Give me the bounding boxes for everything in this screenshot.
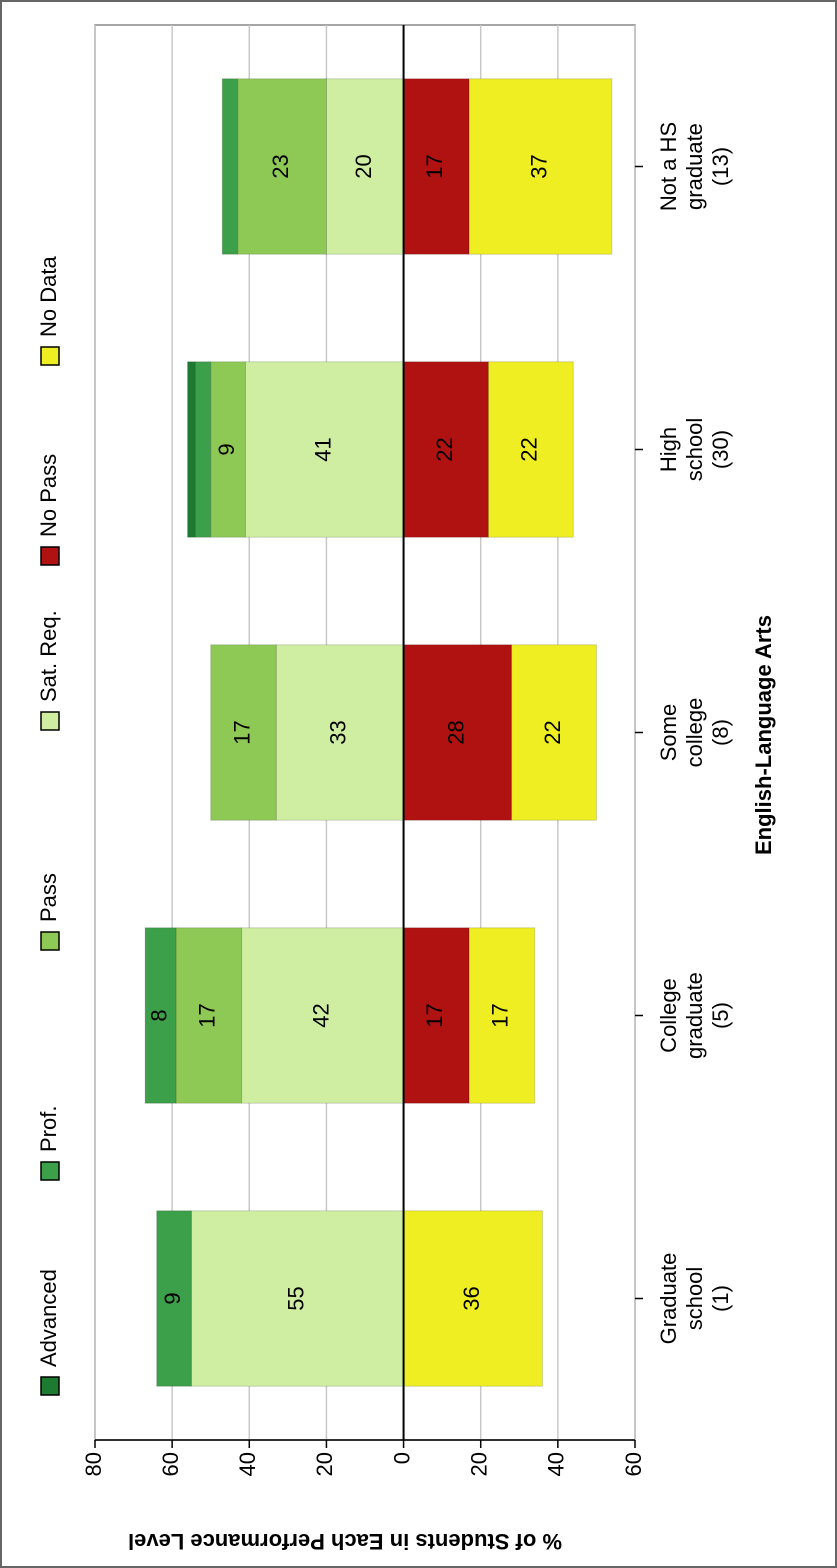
y-tick-label: 40 [544, 1452, 569, 1476]
data-label: 37 [526, 154, 551, 178]
data-label: 9 [214, 443, 239, 455]
bar-segment [468, 78, 613, 255]
data-label: 22 [517, 437, 542, 461]
y-tick-label: 60 [621, 1452, 646, 1476]
data-label: 20 [351, 154, 376, 178]
x-tick-label: Graduateschool(1) [656, 1253, 733, 1345]
x-tick-label-line: graduate [682, 123, 707, 210]
legend-swatch [40, 931, 60, 951]
x-tick-label-line: Some [656, 704, 681, 761]
x-tick-label-line: school [682, 418, 707, 482]
x-tick-label-line: (30) [708, 430, 733, 469]
data-label: 17 [488, 1003, 513, 1027]
bar-segment [468, 927, 536, 1104]
x-tick-label-line: Not a HS [656, 122, 681, 211]
x-tick-label: Highschool(30) [656, 418, 733, 482]
y-axis-title: % of Students in Each Performance Level [128, 1529, 562, 1554]
x-tick-label-line: High [656, 427, 681, 472]
data-label: 22 [540, 720, 565, 744]
legend-swatch [40, 711, 60, 731]
y-tick-label: 60 [158, 1452, 183, 1476]
x-tick-label-line: (1) [708, 1285, 733, 1312]
x-tick-label-line: (8) [708, 719, 733, 746]
data-label: 17 [229, 720, 254, 744]
bar-segment [511, 644, 597, 821]
x-axis-title: English-Language Arts [751, 615, 776, 855]
x-tick-label-line: (13) [708, 147, 733, 186]
x-tick-label-line: graduate [682, 972, 707, 1059]
bar-segment [221, 78, 239, 255]
bar-segment [144, 927, 177, 1104]
legend-label: No Pass [36, 454, 61, 537]
legend-label: No Data [36, 256, 61, 337]
x-tick-label-line: Graduate [656, 1253, 681, 1345]
legend-swatch [40, 346, 60, 366]
bar-segment [210, 644, 277, 821]
y-tick-label: 0 [389, 1452, 414, 1464]
legend-swatch [40, 546, 60, 566]
data-label: 23 [268, 154, 293, 178]
x-tick-label: Collegegraduate(5) [656, 972, 733, 1059]
data-label: 55 [283, 1286, 308, 1310]
data-label: 9 [160, 1292, 185, 1304]
legend-label: Advanced [36, 1269, 61, 1367]
data-label: 17 [422, 154, 447, 178]
rotated-chart: English-Language Arts % of Students in E… [36, 24, 776, 1554]
legend-swatch [40, 1161, 60, 1181]
data-label: 17 [195, 1003, 220, 1027]
y-tick-label: 40 [235, 1452, 260, 1476]
data-label: 33 [326, 720, 351, 744]
x-tick-label: Not a HSgraduate(13) [656, 122, 733, 211]
legend-label: Sat. Req. [36, 610, 61, 702]
data-label: 36 [459, 1286, 484, 1310]
x-tick-label-line: school [682, 1267, 707, 1331]
x-tick-label: Somecollege(8) [656, 698, 733, 768]
y-tick-label: 20 [312, 1452, 337, 1476]
legend-label: Prof. [36, 1106, 61, 1152]
x-tick-label-line: College [656, 978, 681, 1053]
x-tick-label-line: college [682, 698, 707, 768]
data-label: 42 [308, 1003, 333, 1027]
bar-segment [487, 361, 574, 538]
bar-segment [156, 1210, 192, 1387]
data-label: 41 [310, 437, 335, 461]
legend-label: Pass [36, 873, 61, 922]
data-label: 28 [443, 720, 468, 744]
x-tick-label-line: (5) [708, 1002, 733, 1029]
data-label: 17 [422, 1003, 447, 1027]
data-label: 8 [146, 1009, 171, 1021]
legend-swatch [40, 1376, 60, 1396]
data-label: 22 [432, 437, 457, 461]
bar-segment [187, 361, 196, 538]
y-tick-label: 80 [81, 1452, 106, 1476]
y-tick-label: 20 [467, 1452, 492, 1476]
bar-segment [194, 361, 212, 538]
